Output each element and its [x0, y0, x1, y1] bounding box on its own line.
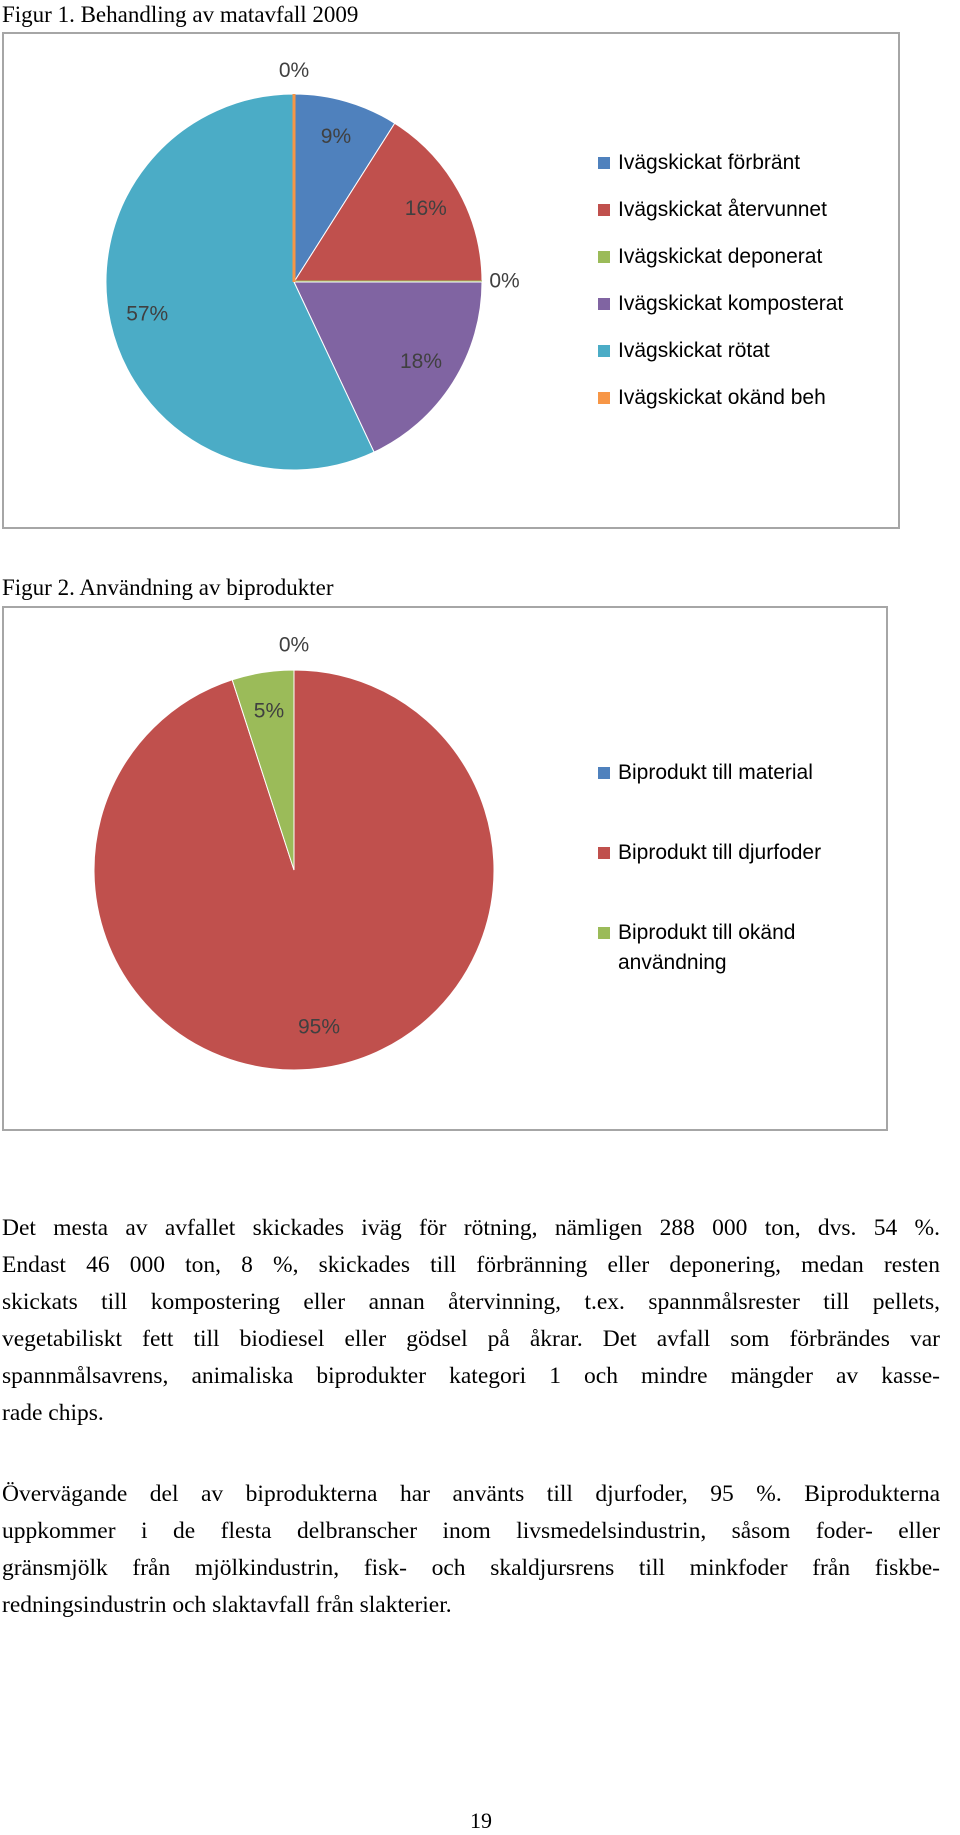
legend-swatch — [598, 927, 610, 939]
legend-swatch — [598, 847, 610, 859]
legend-swatch — [598, 298, 610, 310]
legend-label: Ivägskickat deponerat — [618, 245, 823, 268]
legend-swatch — [598, 251, 610, 263]
paragraph: Övervägande del av biprodukterna har anv… — [2, 1476, 940, 1624]
text-line: redningsindustrin och slaktavfall från s… — [2, 1592, 452, 1618]
page-number: 19 — [470, 1808, 492, 1833]
text-line: skickats till kompostering eller annan å… — [2, 1289, 940, 1315]
figure-caption: Figur 2. Användning av biprodukter — [2, 575, 334, 600]
pie-slice — [293, 93, 396, 284]
text-line: uppkommer i de flesta delbranscher inom … — [2, 1518, 940, 1544]
legend-label: Ivägskickat rötat — [618, 339, 770, 362]
text-line: rade chips. — [2, 1400, 104, 1426]
legend-swatch — [598, 345, 610, 357]
paragraph: Det mesta av avfallet skickades iväg för… — [2, 1210, 940, 1432]
pie-slice — [293, 281, 483, 453]
legend-swatch — [598, 157, 610, 169]
data-label: 0% — [279, 59, 309, 82]
pie-chart: 0% 95% 5% — [93, 634, 495, 1071]
pie-slice — [105, 93, 375, 471]
data-label: 9% — [321, 125, 351, 148]
chart-frame: 0% 95% 5% Biprodukt till material Biprodukt … — [2, 606, 888, 1131]
text-line: spannmålsavrens, animaliska biprodukter … — [2, 1363, 940, 1389]
text-line: Endast 46 000 ton, 8 %, skickades till f… — [2, 1252, 940, 1278]
legend-label: Ivägskickat okänd beh — [618, 386, 826, 409]
text-line: vegetabiliskt fett till biodiesel eller … — [2, 1326, 940, 1352]
data-label: 5% — [254, 700, 284, 723]
pie-chart: 9% 16% 0% 18% 57% 0% — [105, 59, 520, 471]
data-label: 57% — [126, 302, 168, 325]
data-label: 16% — [405, 197, 447, 220]
text-line: Övervägande del av biprodukterna har anv… — [2, 1481, 940, 1507]
figure-caption: Figur 1. Behandling av matavfall 2009 — [2, 2, 359, 27]
legend-swatch — [598, 204, 610, 216]
legend-label: Ivägskickat förbränt — [618, 151, 801, 174]
legend-label: Ivägskickat komposterat — [618, 292, 844, 315]
text-line: Det mesta av avfallet skickades iväg för… — [2, 1215, 940, 1241]
legend-label: Biprodukt till djurfoder — [618, 841, 822, 864]
legend-label: Biprodukt till okänd användning — [618, 921, 796, 974]
legend-swatch — [598, 767, 610, 779]
legend-label: Ivägskickat återvunnet — [618, 198, 827, 221]
chart-frame: 9% 16% 0% 18% 57% 0% Ivägskickat förbränt Ivägs… — [2, 32, 900, 529]
legend-swatch — [598, 392, 610, 404]
data-label: 95% — [298, 1016, 340, 1039]
pie-slice — [293, 122, 483, 283]
text-line: gränsmjölk från mjölkindustrin, fisk- oc… — [2, 1555, 940, 1581]
data-label: 0% — [489, 270, 519, 293]
data-label: 18% — [400, 350, 442, 373]
data-label: 0% — [279, 634, 309, 657]
legend-label: Biprodukt till material — [618, 761, 813, 784]
pie-slice — [231, 669, 295, 871]
